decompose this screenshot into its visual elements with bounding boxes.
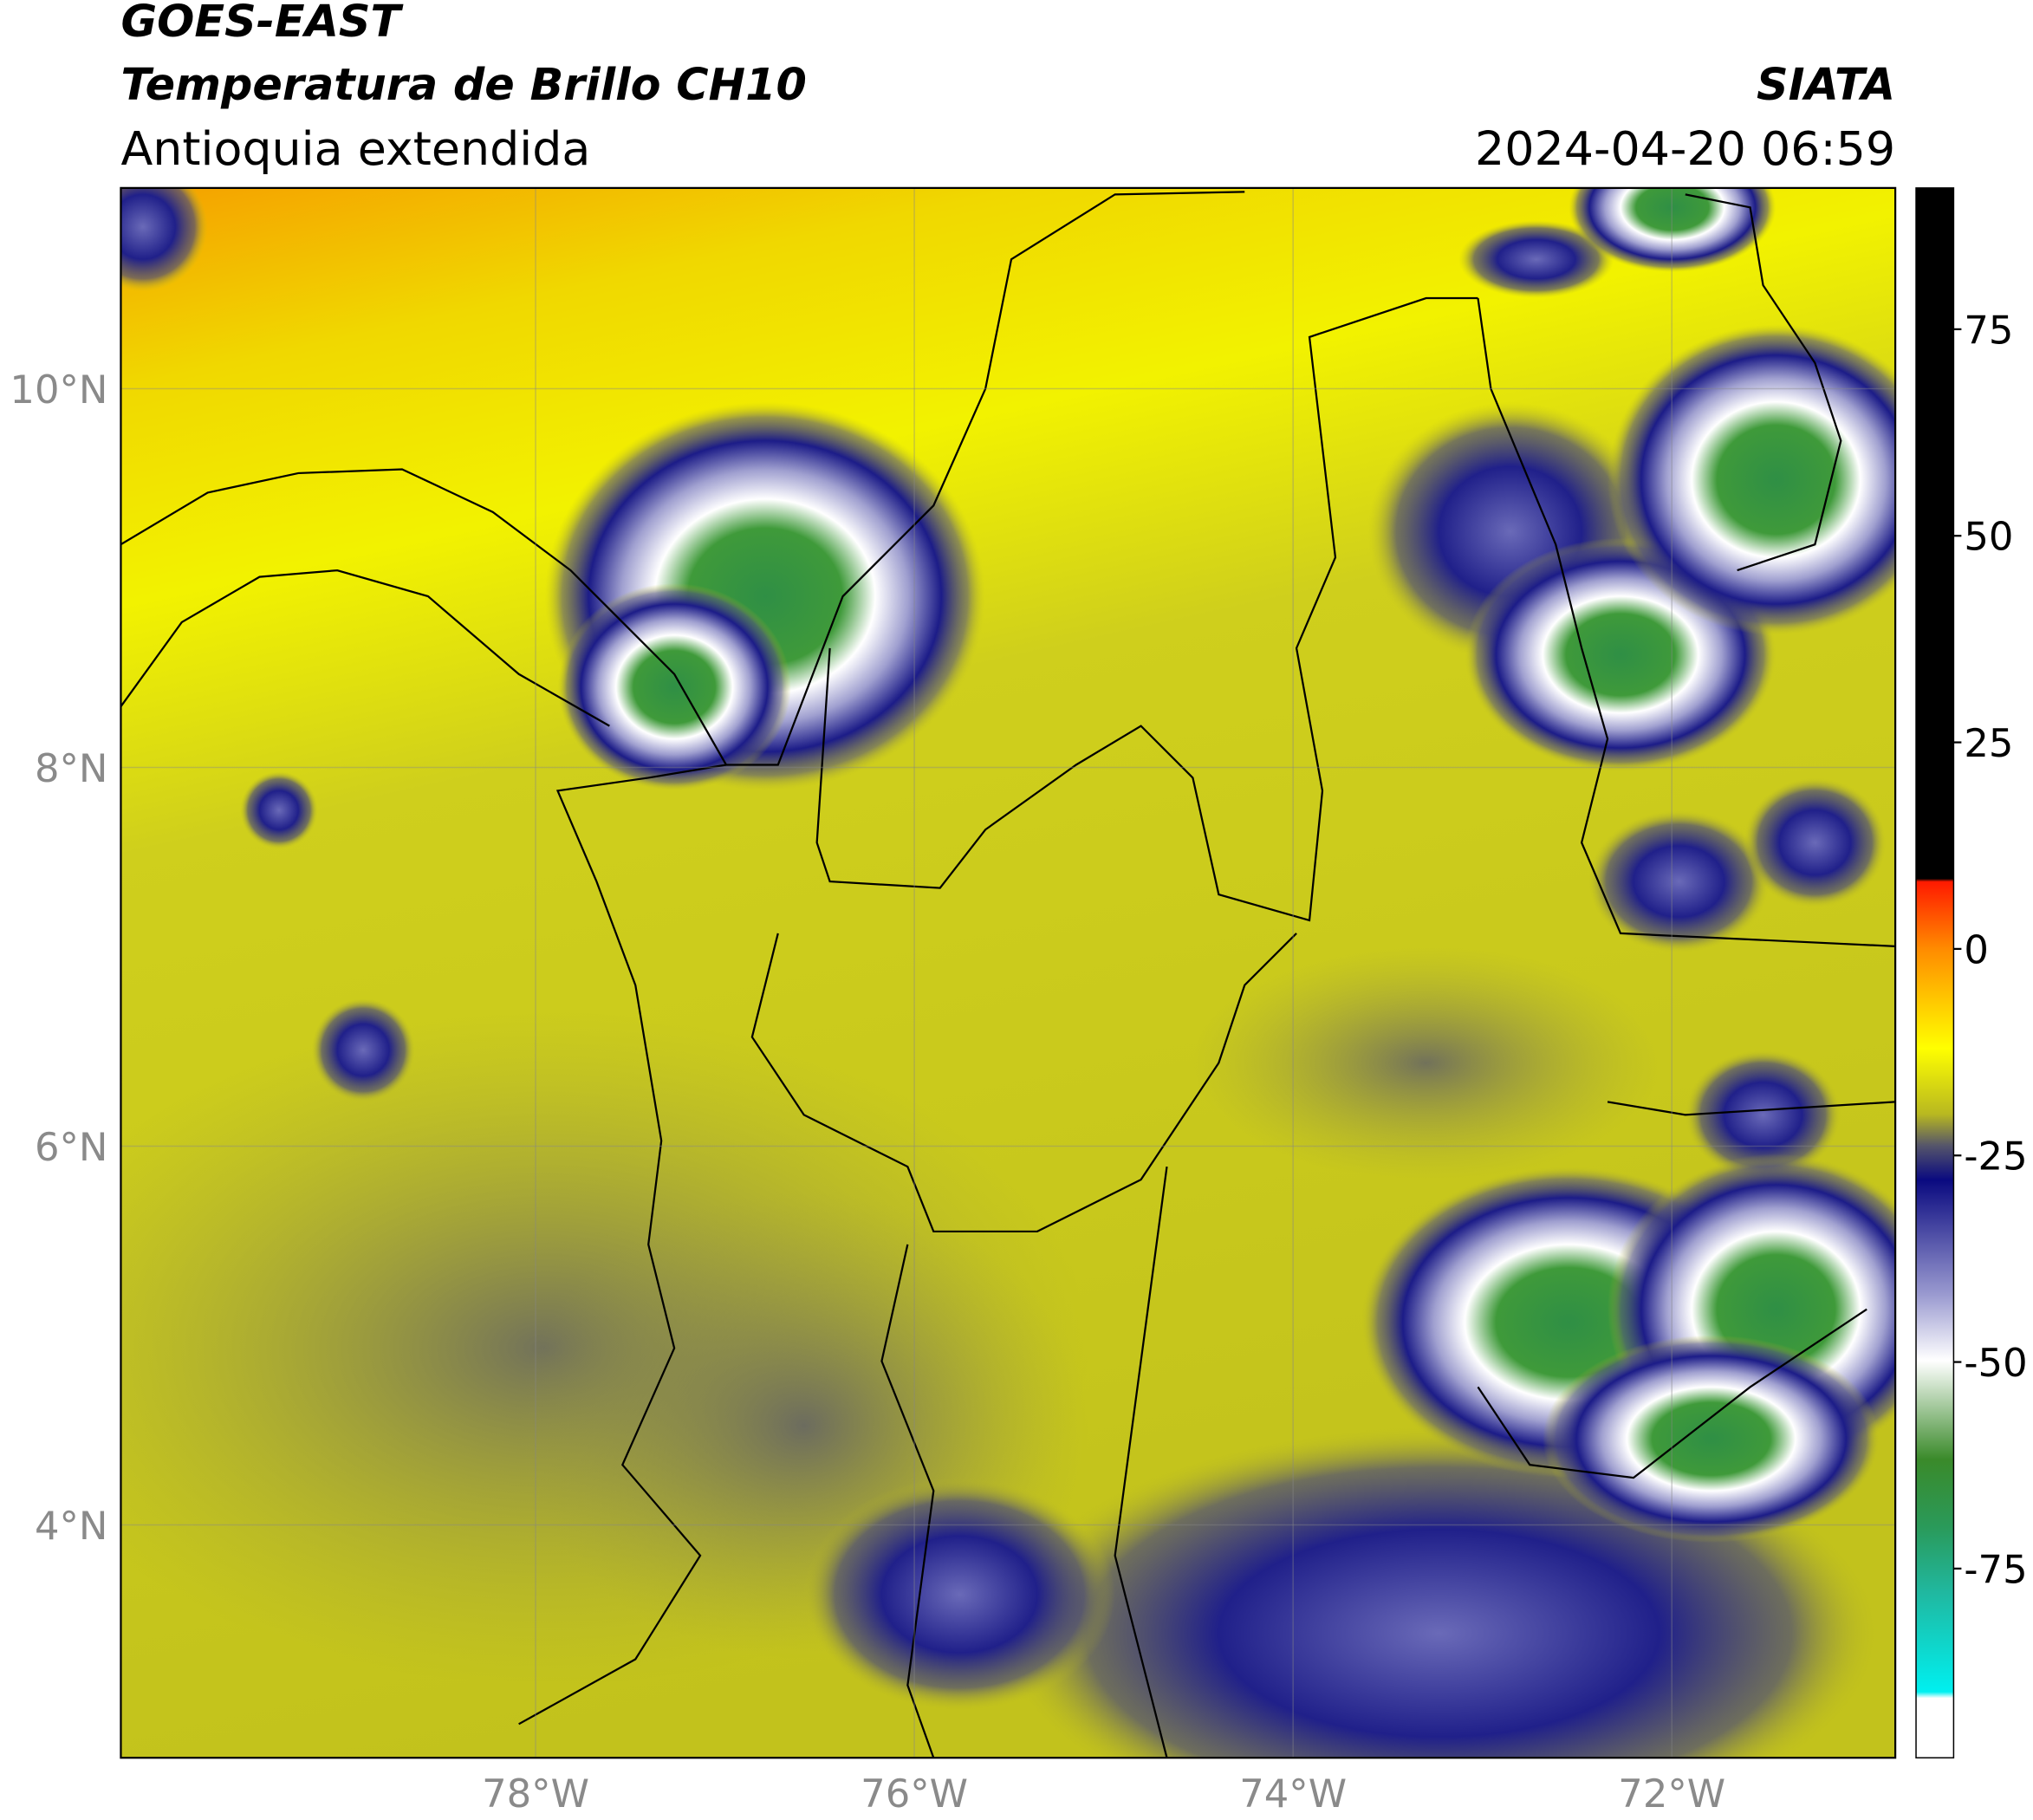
x-tick-label: 72°W <box>1618 1771 1725 1817</box>
x-tick-label: 78°W <box>482 1771 589 1817</box>
colorbar <box>1915 187 1955 1758</box>
colorbar-tick-label: -50 <box>1964 1340 2027 1386</box>
colorbar-tick-label: -75 <box>1964 1546 2027 1592</box>
x-tick-label: 76°W <box>861 1771 968 1817</box>
colorbar-tick-label: 75 <box>1964 307 2013 353</box>
colorbar-tick-label: 50 <box>1964 514 2013 560</box>
colorbar-tick-label: 0 <box>1964 926 1989 972</box>
satellite: GOES-EAST <box>120 0 404 47</box>
colorbar-tick-label: 25 <box>1964 720 2013 766</box>
colorbar-ticks: 75 50 25 0 -25 -50 -75 <box>1953 307 2028 1592</box>
map-frame <box>120 186 1897 1759</box>
y-tick-label: 8°N <box>35 745 108 791</box>
y-tick-label: 6°N <box>35 1124 108 1170</box>
y-tick-label: 10°N <box>10 367 107 413</box>
region: Antioquia extendida <box>120 121 590 176</box>
y-tick-label: 4°N <box>35 1503 108 1549</box>
x-tick-label: 74°W <box>1239 1771 1347 1817</box>
colorbar-tick-label: -25 <box>1964 1134 2027 1180</box>
axes: 78°W 76°W 74°W 72°W 10°N 8°N 6°N 4°N <box>10 367 1725 1817</box>
datetime: 2024-04-20 06:59 <box>1475 121 1895 176</box>
header: GOES-EAST Temperatura de Brillo CH10 Ant… <box>120 0 1895 176</box>
product: Temperatura de Brillo CH10 <box>120 59 806 110</box>
grid <box>120 187 1896 1758</box>
source: SIATA <box>1757 59 1895 110</box>
map-image <box>120 187 1896 1758</box>
